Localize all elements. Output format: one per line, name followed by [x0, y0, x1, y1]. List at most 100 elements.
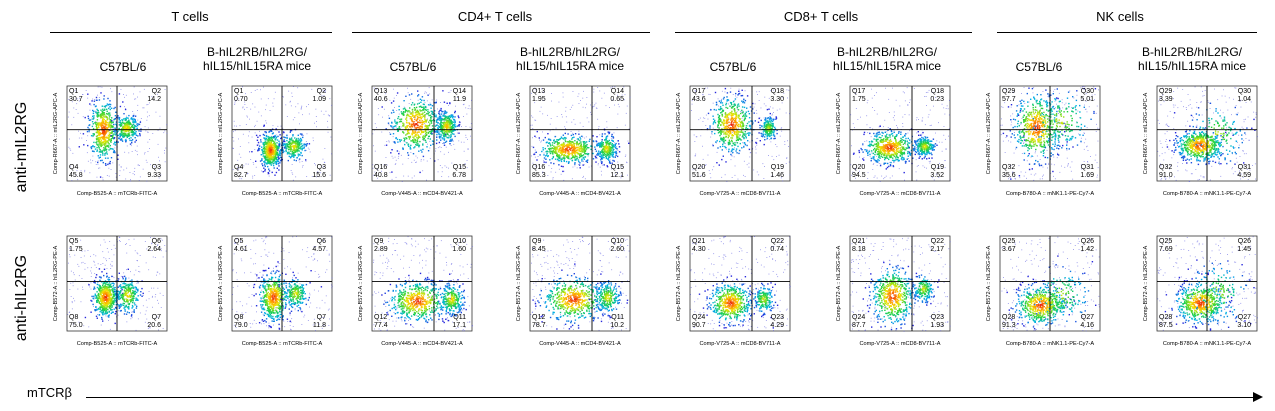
quadrant-name: Q27 — [1238, 314, 1251, 321]
quadrant-name: Q9 — [374, 238, 383, 245]
flow-plot-r2-c6: Q21 8.18 Q22 2.17 Q24 87.7 Q23 1.93 Comp-V725-A … — [836, 235, 951, 347]
flow-plot-r1-c5: Q17 43.6 Q18 3.30 Q20 51.6 Q19 1.46 Comp-V725-A … — [676, 85, 791, 197]
flow-plot-r2-c4: Q9 8.45 Q10 2.60 Q12 78.7 Q11 10.2 Comp-V445-A :… — [516, 235, 631, 347]
quadrant-percentage: 1.75 — [69, 246, 83, 253]
quadrant-name: Q5 — [69, 238, 78, 245]
col-label-6-line1: B-hIL2RB/hIL2RG/ — [836, 45, 938, 59]
quadrant-percentage: 1.93 — [930, 322, 944, 329]
quadrant-name: Q20 — [852, 164, 865, 171]
quadrant-name: Q1 — [69, 88, 78, 95]
quadrant-percentage: 79.0 — [234, 322, 248, 329]
quadrant-name: Q19 — [931, 164, 944, 171]
plot-frame — [849, 85, 951, 182]
quadrant-name: Q32 — [1159, 164, 1172, 171]
flow-plot-r1-c3: Q13 40.6 Q14 11.9 Q16 40.8 Q15 6.78 Comp-V445-A … — [358, 85, 473, 197]
event-density-dots — [850, 237, 951, 332]
x-axis-label: Comp-V725-A :: mCD8-BV711-A — [859, 341, 940, 347]
quadrant-name: Q15 — [453, 164, 466, 171]
quadrant-percentage: 10.2 — [610, 322, 624, 329]
flow-plot-r1-c2: Q1 0.70 Q2 1.09 Q4 82.7 Q3 15.6 Comp-B525-A :: m… — [218, 85, 333, 197]
quadrant-name: Q21 — [692, 238, 705, 245]
quadrant-name: Q30 — [1081, 88, 1094, 95]
quadrant-percentage: 3.39 — [1159, 96, 1173, 103]
x-axis-label: Comp-B525-A :: mTCRb-FITC-A — [77, 191, 158, 197]
quadrant-percentage: 2.17 — [930, 246, 944, 253]
col-label-2-line2: hIL15/hIL15RA mice — [202, 59, 312, 73]
quadrant-name: Q5 — [234, 238, 243, 245]
col-label-8: B-hIL2RB/hIL2RG/ hIL15/hIL15RA mice — [1132, 45, 1252, 73]
quadrant-name: Q22 — [771, 238, 784, 245]
quadrant-name: Q19 — [771, 164, 784, 171]
y-axis-label: Comp-B572-A :: hIL2RG-PE-A — [676, 245, 682, 321]
quadrant-percentage: 30.7 — [69, 96, 83, 103]
quadrant-name: Q26 — [1238, 238, 1251, 245]
quadrant-percentage: 0.23 — [930, 96, 944, 103]
col-label-2: B-hIL2RB/hIL2RG/ hIL15/hIL15RA mice — [197, 45, 317, 73]
quadrant-name: Q26 — [1081, 238, 1094, 245]
col-label-1: C57BL/6 — [99, 60, 147, 74]
quadrant-name: Q4 — [234, 164, 243, 171]
quadrant-percentage: 11.8 — [313, 322, 326, 329]
flow-plot-r2-c3: Q9 2.89 Q10 1.60 Q12 77.4 Q11 17.1 Comp-V445-A :… — [358, 235, 473, 347]
quadrant-percentage: 1.09 — [312, 96, 326, 103]
quadrant-name: Q12 — [532, 314, 545, 321]
quadrant-percentage: 15.6 — [312, 172, 326, 179]
quadrant-name: Q3 — [152, 164, 161, 171]
quadrant-name: Q7 — [152, 314, 161, 321]
quadrant-name: Q12 — [374, 314, 387, 321]
quadrant-percentage: 1.69 — [1080, 172, 1094, 179]
quadrant-name: Q28 — [1002, 314, 1015, 321]
x-axis-label: Comp-B780-A :: mNK1.1-PE-Cy7-A — [1006, 191, 1095, 197]
quadrant-name: Q6 — [152, 238, 161, 245]
event-density-dots — [67, 86, 168, 182]
y-axis-label: Comp-B572-A :: hIL2RG-PE-A — [986, 245, 992, 321]
quadrant-name: Q16 — [374, 164, 387, 171]
quadrant-name: Q29 — [1159, 88, 1172, 95]
flow-plot-r1-c8: Q29 3.39 Q30 1.04 Q32 91.0 Q31 4.59 Comp-B780-A … — [1143, 85, 1258, 197]
quadrant-percentage: 87.5 — [1159, 322, 1173, 329]
quadrant-name: Q16 — [532, 164, 545, 171]
group-title-nk-cells: NK cells — [1096, 9, 1144, 24]
quadrant-name: Q2 — [152, 88, 161, 95]
quadrant-percentage: 0.70 — [234, 96, 248, 103]
x-axis-label: Comp-V725-A :: mCD8-BV711-A — [859, 191, 940, 197]
quadrant-percentage: 45.8 — [69, 172, 83, 179]
col-label-6: B-hIL2RB/hIL2RG/ hIL15/hIL15RA mice — [827, 45, 947, 73]
x-axis-label: Comp-B780-A :: mNK1.1-PE-Cy7-A — [1163, 191, 1252, 197]
quadrant-percentage: 57.7 — [1002, 96, 1016, 103]
quadrant-name: Q21 — [852, 238, 865, 245]
quadrant-name: Q27 — [1081, 314, 1094, 321]
quadrant-percentage: 12.1 — [610, 172, 624, 179]
plot-frame — [529, 235, 631, 332]
quadrant-percentage: 7.69 — [1159, 246, 1173, 253]
quadrant-percentage: 5.01 — [1080, 96, 1094, 103]
event-density-dots — [372, 87, 473, 182]
quadrant-name: Q9 — [532, 238, 541, 245]
quadrant-percentage: 1.04 — [1237, 96, 1251, 103]
quadrant-name: Q6 — [317, 238, 326, 245]
quadrant-name: Q17 — [852, 88, 865, 95]
x-axis-label: Comp-B525-A :: mTCRb-FITC-A — [242, 341, 323, 347]
quadrant-name: Q23 — [771, 314, 784, 321]
event-density-dots — [67, 236, 168, 331]
y-axis-label: Comp-B572-A :: hIL2RG-PE-A — [516, 245, 522, 321]
quadrant-percentage: 1.45 — [1237, 246, 1251, 253]
quadrant-percentage: 94.5 — [852, 172, 866, 179]
col-label-3: C57BL/6 — [389, 60, 437, 74]
flow-plot-r1-c6: Q17 1.75 Q18 0.23 Q20 94.5 Q19 3.52 Comp-V725-A … — [836, 85, 951, 197]
y-axis-label: Comp-R667-A :: mIL2RG-APC-A — [986, 93, 992, 175]
flow-plot-r2-c7: Q25 3.67 Q26 1.42 Q28 91.3 Q27 4.16 Comp-B780-A … — [986, 235, 1101, 347]
flow-plot-r1-c7: Q29 57.7 Q30 5.01 Q32 35.6 Q31 1.69 Comp-B780-A … — [986, 85, 1101, 197]
quadrant-name: Q30 — [1238, 88, 1251, 95]
col-label-8-line1: B-hIL2RB/hIL2RG/ — [1141, 45, 1243, 59]
y-axis-label: Comp-B572-A :: hIL2RG-PE-A — [1143, 245, 1149, 321]
x-axis-label: Comp-V445-A :: mCD4-BV421-A — [539, 191, 621, 197]
y-axis-label: Comp-B572-A :: hIL2RG-PE-A — [218, 245, 224, 321]
col-label-8-line2: hIL15/hIL15RA mice — [1137, 59, 1247, 73]
footer-axis-label: mTCRβ — [27, 385, 73, 400]
quadrant-name: Q25 — [1159, 238, 1172, 245]
quadrant-percentage: 3.30 — [770, 96, 784, 103]
quadrant-name: Q13 — [374, 88, 387, 95]
quadrant-name: Q8 — [234, 314, 243, 321]
row-label-anti-hil2rg: anti-hIL2RG — [13, 254, 30, 342]
